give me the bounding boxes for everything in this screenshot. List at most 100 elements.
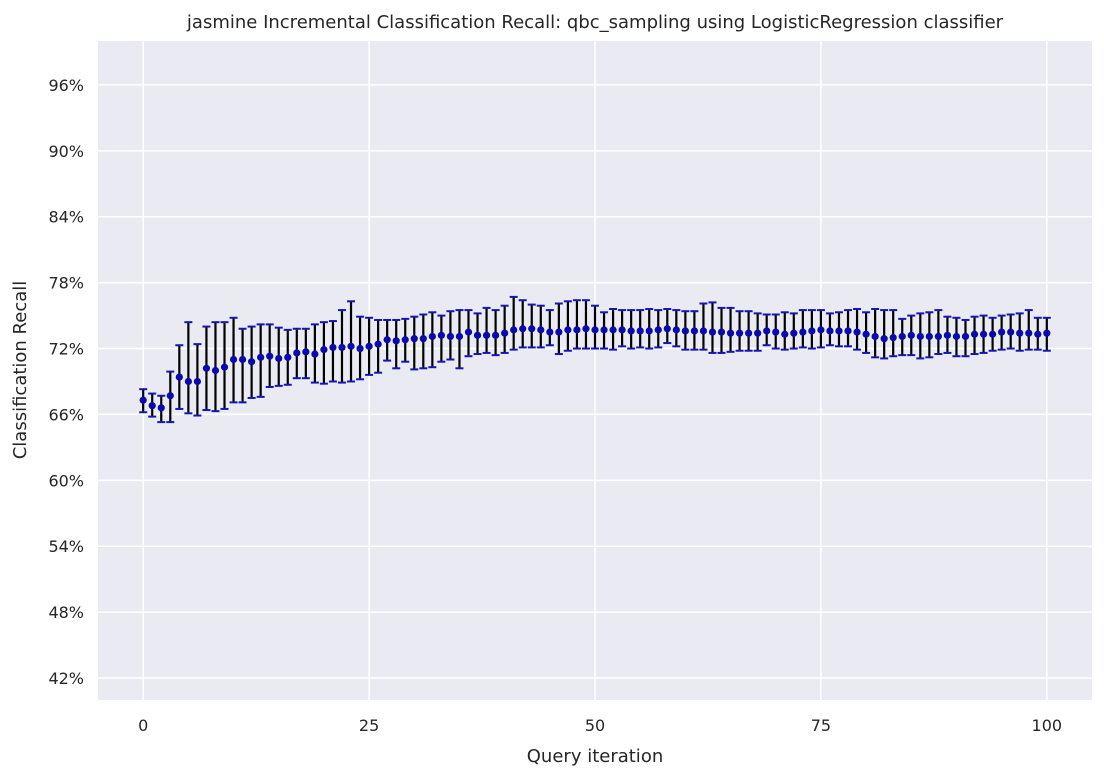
data-point xyxy=(329,343,337,352)
data-point xyxy=(835,327,843,335)
data-point xyxy=(266,352,274,360)
data-point xyxy=(347,342,355,350)
data-point xyxy=(934,332,942,341)
data-point xyxy=(1016,329,1024,337)
data-point xyxy=(681,327,689,335)
data-point xyxy=(763,327,771,335)
data-point xyxy=(826,327,834,335)
data-point xyxy=(989,330,997,338)
data-point xyxy=(943,331,952,339)
data-point xyxy=(166,392,174,400)
data-point xyxy=(591,326,599,334)
data-point xyxy=(853,328,861,336)
data-point xyxy=(808,327,816,335)
y-tick-label: 66% xyxy=(48,405,84,424)
data-point xyxy=(726,329,735,337)
data-point xyxy=(248,358,256,366)
data-point xyxy=(979,330,988,338)
data-point xyxy=(582,325,590,333)
data-point xyxy=(437,331,445,339)
data-point xyxy=(1043,329,1051,337)
data-point xyxy=(672,326,680,334)
data-point xyxy=(735,329,744,337)
data-point xyxy=(817,326,825,334)
data-point xyxy=(609,326,617,334)
data-point xyxy=(401,336,409,344)
data-point xyxy=(889,333,897,342)
axes: 42% 48% 54% 60% 66% 72% 78% 84% 90% 96% 0 25 50 75 100 xyxy=(48,76,1062,735)
y-tick-label: 84% xyxy=(48,208,84,227)
data-point xyxy=(952,332,961,341)
data-point xyxy=(663,325,671,333)
data-point xyxy=(636,327,644,335)
data-point xyxy=(537,326,545,334)
chart-title: jasmine Incremental Classification Recal… xyxy=(186,12,1004,33)
data-point xyxy=(970,330,979,338)
data-point xyxy=(392,337,400,345)
data-point xyxy=(510,326,518,334)
data-point xyxy=(464,328,473,336)
data-point xyxy=(781,330,789,338)
data-point xyxy=(473,331,482,339)
data-point xyxy=(880,335,888,343)
data-point xyxy=(338,343,346,352)
data-point xyxy=(220,363,229,371)
x-tick-label: 0 xyxy=(138,716,148,735)
data-point xyxy=(1007,328,1015,336)
y-tick-label: 78% xyxy=(48,274,84,293)
data-point xyxy=(482,331,491,339)
data-point xyxy=(275,354,283,363)
y-axis-label: Classification Recall xyxy=(10,281,31,460)
data-point xyxy=(320,346,328,354)
data-point xyxy=(645,327,653,335)
data-point xyxy=(383,336,391,344)
data-point xyxy=(202,364,211,372)
data-point xyxy=(501,329,509,337)
data-point xyxy=(772,328,780,336)
data-point xyxy=(564,326,572,334)
data-point xyxy=(374,340,382,348)
data-point xyxy=(157,404,165,412)
data-point xyxy=(284,353,292,361)
data-point xyxy=(1025,329,1033,337)
x-tick-label: 75 xyxy=(811,716,831,735)
data-point xyxy=(618,326,626,334)
y-tick-label: 48% xyxy=(48,603,84,622)
data-marks xyxy=(139,295,1051,424)
data-point xyxy=(844,327,852,335)
data-point xyxy=(717,328,726,336)
data-point xyxy=(654,326,662,334)
x-tick-label: 25 xyxy=(359,716,379,735)
data-point xyxy=(311,350,319,358)
data-point xyxy=(428,332,436,341)
data-point xyxy=(862,330,870,338)
data-point xyxy=(627,327,635,335)
data-point xyxy=(356,344,364,353)
data-point xyxy=(998,328,1006,336)
data-point xyxy=(139,396,147,404)
data-point xyxy=(898,332,906,341)
x-axis-label: Query iteration xyxy=(527,746,663,767)
data-point xyxy=(148,402,156,410)
y-tick-label: 60% xyxy=(48,471,84,490)
data-point xyxy=(410,335,418,343)
y-tick-label: 90% xyxy=(48,142,84,161)
data-point xyxy=(446,332,455,341)
data-point xyxy=(293,349,301,357)
data-point xyxy=(492,331,500,339)
grid xyxy=(98,41,1092,700)
data-point xyxy=(745,329,753,337)
data-point xyxy=(925,332,933,341)
y-tick-label: 54% xyxy=(48,537,84,556)
data-point xyxy=(302,348,310,356)
data-point xyxy=(175,373,183,381)
data-point xyxy=(907,331,915,339)
data-point xyxy=(708,328,717,336)
data-point xyxy=(754,329,762,337)
data-point xyxy=(257,353,265,361)
data-point xyxy=(455,332,464,341)
data-point xyxy=(690,327,699,335)
data-point xyxy=(419,335,427,343)
x-tick-label: 100 xyxy=(1032,716,1063,735)
